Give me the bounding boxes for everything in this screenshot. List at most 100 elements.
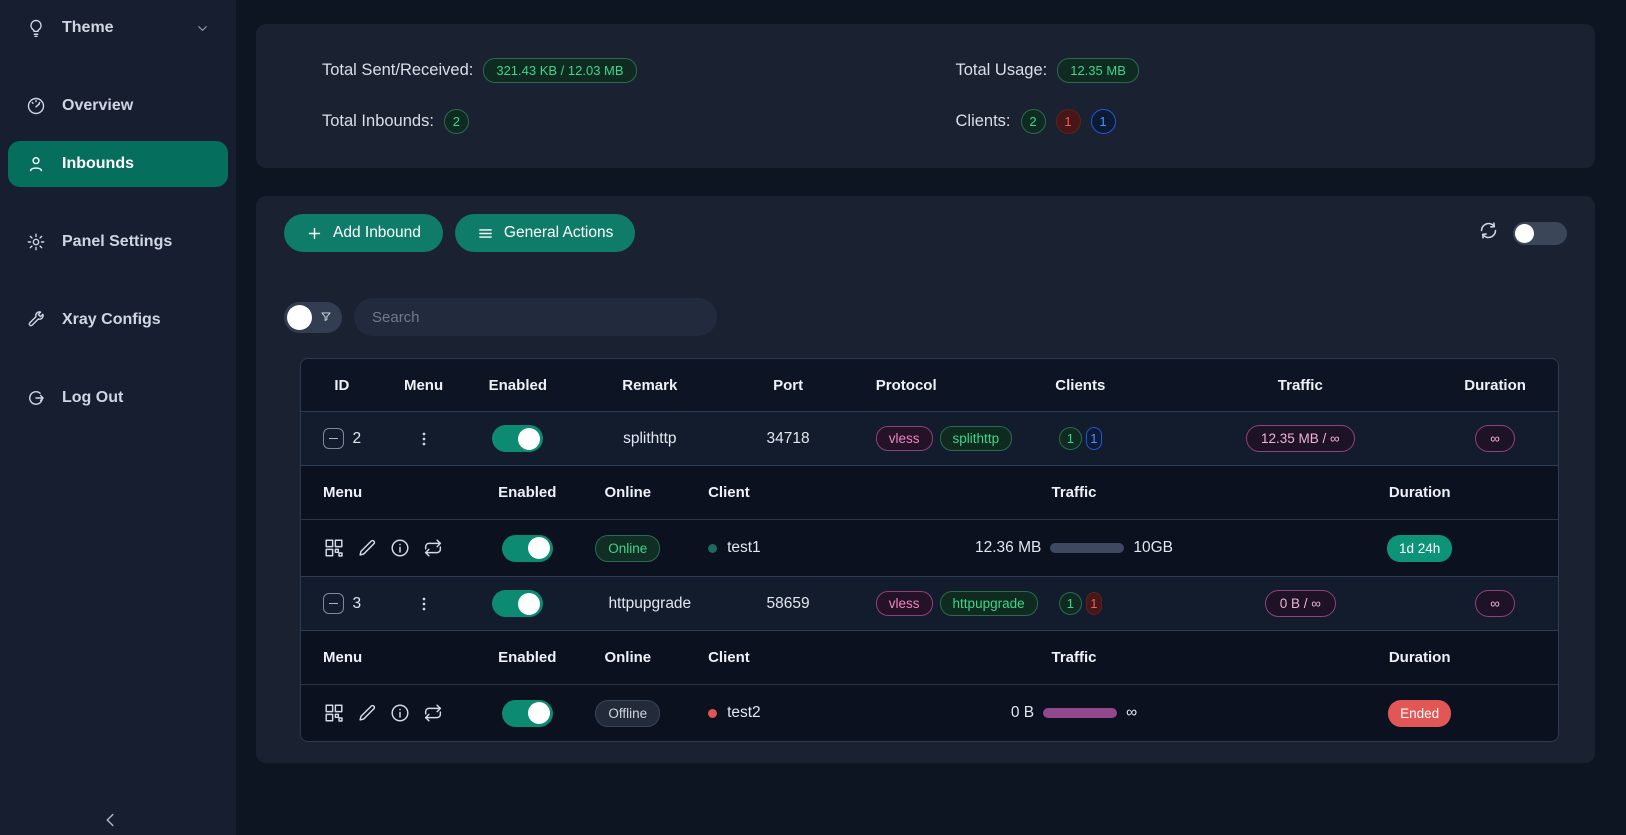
traffic-progress-bar (1043, 708, 1118, 718)
add-inbound-button[interactable]: Add Inbound (284, 214, 443, 252)
protocol-badge: vless (875, 425, 933, 452)
vertical-dots-icon (422, 432, 425, 445)
stat-label: Total Sent/Received: (322, 61, 474, 79)
sidebar-item-label: Overview (62, 97, 134, 114)
traffic-total: 10GB (1133, 539, 1173, 556)
toggle-knob (527, 702, 550, 724)
subcol-header-enabled: Enabled (498, 649, 557, 666)
sidebar-item-label: Panel Settings (62, 233, 173, 250)
sidebar-item-inbounds[interactable]: Inbounds (8, 141, 228, 187)
inbound-enabled-toggle[interactable] (492, 425, 544, 452)
client-enabled-toggle[interactable] (501, 534, 553, 562)
inbound-row: 3 httpupgrade 58659 vless httpupgrade (301, 576, 1558, 630)
subcol-header-client: Client (708, 649, 750, 666)
client-duration-badge: Ended (1388, 699, 1452, 727)
sidebar-item-overview[interactable]: Overview (8, 83, 228, 129)
client-count-active-badge: 1 (1058, 427, 1082, 450)
subcol-header-traffic: Traffic (1051, 484, 1097, 501)
menu-lines-icon (479, 228, 492, 238)
client-enabled-toggle[interactable] (501, 699, 553, 727)
col-header-menu: Menu (403, 376, 444, 394)
refresh-button[interactable] (1478, 220, 1499, 246)
reset-traffic-button[interactable] (422, 537, 444, 559)
stat-label: Total Inbounds: (322, 112, 434, 130)
auto-refresh-toggle[interactable] (1513, 221, 1567, 245)
toggle-knob (287, 304, 312, 330)
collapse-row-button[interactable] (322, 593, 344, 614)
traffic-badge: 0 B / ∞ (1264, 589, 1336, 618)
sidebar-item-label: Log Out (62, 389, 124, 406)
inbound-remark: splithttp (623, 429, 677, 447)
online-status-badge: Offline (595, 699, 661, 727)
col-header-enabled: Enabled (488, 376, 547, 394)
chevron-down-icon (198, 25, 207, 31)
row-menu-button[interactable] (383, 429, 465, 449)
reset-traffic-button[interactable] (422, 702, 444, 724)
toggle-knob (518, 592, 541, 615)
transport-badge: splithttp (939, 425, 1013, 452)
edit-button[interactable] (356, 702, 378, 724)
subcol-header-duration: Duration (1388, 484, 1451, 501)
client-row: Online test1 12.36 MB 10GB 1d 24h (301, 520, 1558, 576)
table-header-row: ID Menu Enabled Remark Port Protocol Cli… (301, 359, 1558, 411)
subcol-header-online: Online (604, 649, 652, 666)
toolbar: Add Inbound General Actions (284, 214, 1567, 252)
filter-funnel-icon (321, 312, 331, 321)
stat-clients: Clients: 2 1 1 (926, 109, 1596, 134)
general-actions-button[interactable]: General Actions (454, 214, 636, 252)
traffic-progress-bar (1050, 543, 1125, 553)
refresh-icon (1480, 222, 1497, 239)
clients-online-badge: 1 (1090, 109, 1116, 134)
inbound-port: 34718 (766, 429, 810, 447)
sidebar-item-logout[interactable]: Log Out (8, 375, 228, 421)
inbound-enabled-toggle[interactable] (492, 590, 544, 617)
qr-code-button[interactable] (323, 702, 345, 724)
sidebar-item-xray-configs[interactable]: Xray Configs (8, 297, 228, 343)
info-button[interactable] (389, 702, 411, 724)
user-icon (29, 157, 43, 172)
inbound-id: 2 (352, 429, 362, 447)
sidebar-item-panel-settings[interactable]: Panel Settings (8, 219, 228, 265)
subcol-header-enabled: Enabled (498, 484, 557, 501)
edit-button[interactable] (356, 537, 378, 559)
collapse-row-button[interactable] (322, 428, 344, 449)
sidebar: Theme Overview Inbounds Panel Settings X… (0, 0, 236, 835)
filter-toggle[interactable] (284, 301, 342, 333)
duration-badge: ∞ (1475, 424, 1515, 453)
sidebar-item-theme[interactable]: Theme (8, 5, 228, 51)
traffic-used: 12.36 MB (975, 539, 1042, 556)
stat-value-badge: 321.43 KB / 12.03 MB (483, 58, 637, 83)
plus-icon (308, 227, 321, 239)
client-count-depleted-badge: 1 (1085, 592, 1102, 615)
online-status-badge: Online (595, 534, 661, 562)
chevron-left-icon (106, 813, 114, 827)
subtable-header-row: Menu Enabled Online Client Traffic Durat… (301, 631, 1558, 685)
traffic-total: ∞ (1126, 704, 1138, 721)
sidebar-collapse-button[interactable] (100, 809, 122, 831)
inbound-row: 2 splithttp 34718 vless splithttp (301, 411, 1558, 465)
duration-badge: ∞ (1475, 589, 1515, 618)
qr-code-button[interactable] (323, 537, 345, 559)
stats-card: Total Sent/Received: 321.43 KB / 12.03 M… (256, 24, 1595, 168)
client-name: test2 (727, 704, 761, 721)
client-subtable: Menu Enabled Online Client Traffic Durat… (301, 630, 1558, 741)
lightbulb-icon (30, 19, 42, 38)
toggle-knob (527, 537, 550, 559)
toggle-knob (518, 427, 541, 450)
client-duration-badge: 1d 24h (1387, 534, 1453, 562)
info-button[interactable] (389, 537, 411, 559)
client-status-dot (708, 708, 718, 718)
row-menu-button[interactable] (383, 594, 465, 614)
add-inbound-label: Add Inbound (333, 224, 421, 241)
subcol-header-traffic: Traffic (1051, 649, 1097, 666)
subtable-header-row: Menu Enabled Online Client Traffic Durat… (301, 466, 1558, 520)
gear-icon (27, 233, 45, 251)
col-header-protocol: Protocol (875, 376, 937, 394)
sidebar-item-label: Xray Configs (62, 311, 161, 328)
inbound-port: 58659 (766, 594, 810, 612)
col-header-port: Port (773, 376, 804, 394)
search-input[interactable] (354, 298, 717, 336)
col-header-traffic: Traffic (1277, 376, 1323, 394)
subcol-header-duration: Duration (1388, 649, 1451, 666)
sidebar-item-label: Inbounds (62, 155, 134, 172)
